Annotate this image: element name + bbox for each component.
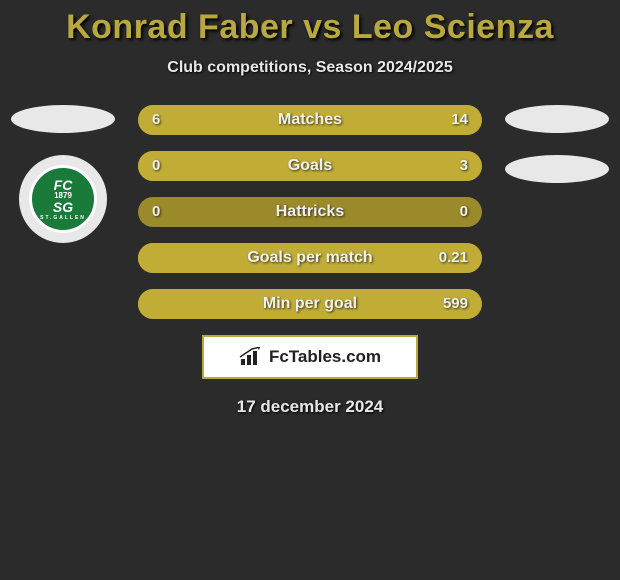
stat-row: Matches6 14 — [138, 105, 482, 135]
stat-label: Hattricks — [138, 197, 482, 227]
stat-value-right: 3 — [460, 151, 468, 181]
player2-badge-column — [502, 105, 612, 205]
stat-label: Matches — [138, 105, 482, 135]
chart-icon — [239, 347, 263, 367]
page-subtitle: Club competitions, Season 2024/2025 — [0, 59, 620, 77]
player2-badge — [505, 105, 609, 133]
stat-value-right: 599 — [443, 289, 468, 319]
stat-value-right: 14 — [451, 105, 468, 135]
stat-row: Min per goal599 — [138, 289, 482, 319]
stat-row: Hattricks0 0 — [138, 197, 482, 227]
date-text: 17 december 2024 — [0, 397, 620, 417]
club-text-bottom: ST.GALLEN — [40, 216, 86, 221]
stat-value-left: 6 — [152, 105, 160, 135]
page-title: Konrad Faber vs Leo Scienza — [0, 0, 620, 47]
player1-badge-column: FC 1879 SG ST.GALLEN — [8, 105, 118, 243]
club-text-sg: SG — [53, 200, 73, 214]
stat-value-left: 0 — [152, 197, 160, 227]
club-logo: FC 1879 SG ST.GALLEN — [29, 165, 97, 233]
stat-label: Min per goal — [138, 289, 482, 319]
stat-row: Goals per match0.21 — [138, 243, 482, 273]
club-text-fc: FC — [54, 178, 73, 192]
player1-club-badge: FC 1879 SG ST.GALLEN — [19, 155, 107, 243]
brand-text: FcTables.com — [269, 347, 381, 367]
player1-badge — [11, 105, 115, 133]
stats-area: FC 1879 SG ST.GALLEN Matches614Goals03Ha… — [0, 105, 620, 319]
stat-row: Goals0 3 — [138, 151, 482, 181]
player2-club-badge — [505, 155, 609, 183]
stat-value-right: 0.21 — [439, 243, 468, 273]
stat-value-right: 0 — [460, 197, 468, 227]
stat-bars: Matches614Goals03Hattricks00Goals per ma… — [138, 105, 482, 319]
stat-value-left: 0 — [152, 151, 160, 181]
stat-label: Goals — [138, 151, 482, 181]
brand-badge: FcTables.com — [202, 335, 418, 379]
stat-label: Goals per match — [138, 243, 482, 273]
